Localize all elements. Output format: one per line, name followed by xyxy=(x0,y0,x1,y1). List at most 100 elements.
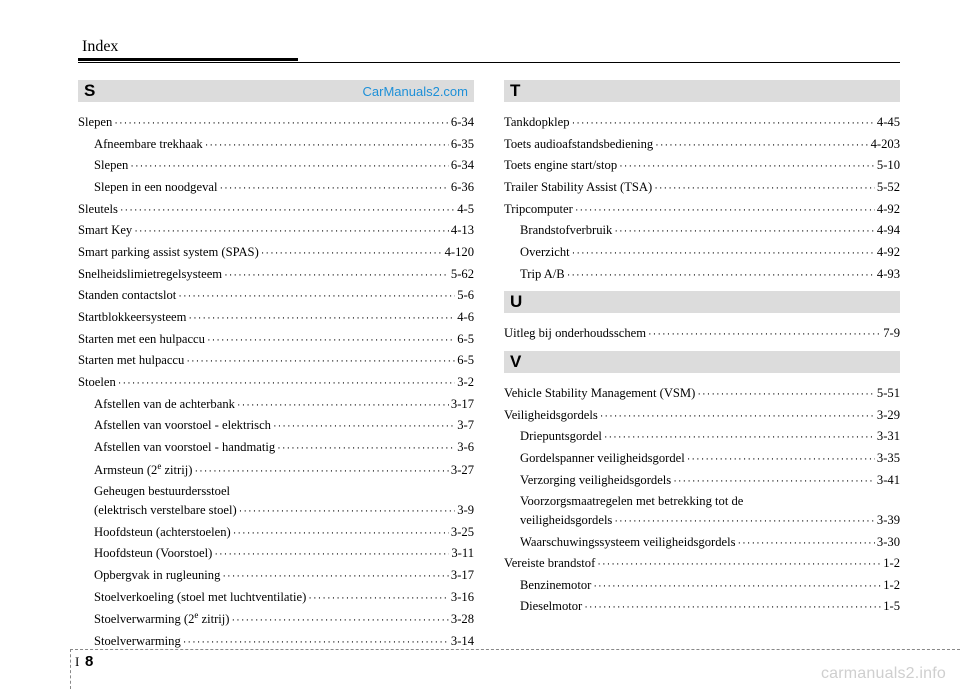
index-subentry: Benzinemotor····························… xyxy=(504,575,900,597)
entry-label: Afstellen van de achterbank xyxy=(94,394,235,416)
index-column-left: SCarManuals2.com Slepen ··················… xyxy=(78,80,474,653)
index-subentry: Trip A/B································… xyxy=(504,264,900,286)
leader-dots: ········································… xyxy=(567,266,875,285)
leader-dots: ········································… xyxy=(654,179,875,198)
leader-dots: ········································… xyxy=(134,222,449,241)
index-entry: Vehicle Stability Management (VSM)······… xyxy=(504,383,900,405)
section-header-s: SCarManuals2.com xyxy=(78,80,474,102)
index-entry: Smart parking assist system (SPAS)······… xyxy=(78,242,474,264)
leader-dots: ········································… xyxy=(188,309,455,328)
entry-page: 3-31 xyxy=(877,426,900,448)
index-entry: Startblokkeersysteem····················… xyxy=(78,307,474,329)
entry-page: 3-11 xyxy=(451,543,474,565)
entry-label: Hoofdsteun (achterstoelen) xyxy=(94,522,231,544)
entry-page: 3-41 xyxy=(877,470,900,492)
section-letter: U xyxy=(510,292,522,312)
entry-page: 3-28 xyxy=(451,609,474,631)
leader-dots: ········································… xyxy=(219,179,448,198)
entry-page: 5-52 xyxy=(877,177,900,199)
entry-page: 3-39 xyxy=(877,510,900,532)
entry-page: 4-13 xyxy=(451,220,474,242)
entry-page: 7-9 xyxy=(883,323,900,345)
leader-dots: ········································… xyxy=(118,374,455,393)
entry-page: 6-34 xyxy=(451,112,474,134)
leader-dots: ········································… xyxy=(593,577,881,596)
leader-dots: ········································… xyxy=(205,136,449,155)
index-subentry: Gordelspanner veiligheidsgordel·········… xyxy=(504,448,900,470)
leader-dots: ········································… xyxy=(207,331,455,350)
entry-label: Sleutels xyxy=(78,199,118,221)
index-entry: Smart Key·······························… xyxy=(78,220,474,242)
entry-label: Trip A/B xyxy=(520,264,565,286)
entry-label: Hoofdsteun (Voorstoel) xyxy=(94,543,212,565)
index-subentry: Verzorging veiligheidsgordels···········… xyxy=(504,470,900,492)
entry-page: 5-6 xyxy=(457,285,474,307)
leader-dots: ········································… xyxy=(737,534,874,553)
entry-label: Dieselmotor xyxy=(520,596,582,618)
entry-page: 4-6 xyxy=(457,307,474,329)
index-entry: Snelheidslimietregelsysteem·············… xyxy=(78,264,474,286)
index-subentry: Stoelverkoeling (stoel met luchtventilat… xyxy=(78,587,474,609)
entry-label: Gordelspanner veiligheidsgordel xyxy=(520,448,685,470)
index-subentry: (elektrisch verstelbare stoel)··········… xyxy=(78,500,474,522)
page-header: Index xyxy=(78,38,900,56)
entry-page: 1-2 xyxy=(883,575,900,597)
index-entry: Veiligheidsgordels······················… xyxy=(504,405,900,427)
entry-label: Brandstofverbruik xyxy=(520,220,612,242)
index-subentry: Opbergvak in rugleuning·················… xyxy=(78,565,474,587)
index-subentry: Slepen in een noodgeval·················… xyxy=(78,177,474,199)
entry-label: Slepen xyxy=(94,155,128,177)
leader-dots: ········································… xyxy=(572,244,875,263)
entry-label: Tankdopklep xyxy=(504,112,570,134)
entry-label: Snelheidslimietregelsysteem xyxy=(78,264,222,286)
index-subentry: Waarschuwingssysteem veiligheidsgordels·… xyxy=(504,532,900,554)
index-entry: Starten met een hulpaccu················… xyxy=(78,329,474,351)
entry-label: Tripcomputer xyxy=(504,199,573,221)
leader-dots: ········································… xyxy=(308,589,449,608)
entry-page: 3-9 xyxy=(457,500,474,522)
index-subentry: Driepuntsgordel·························… xyxy=(504,426,900,448)
entry-page: 3-7 xyxy=(457,415,474,437)
entry-label: Standen contactslot xyxy=(78,285,176,307)
index-subentry: Hoofdsteun (Voorstoel)··················… xyxy=(78,543,474,565)
leader-dots: ········································… xyxy=(237,396,449,415)
entry-label: Benzinemotor xyxy=(520,575,591,597)
index-entry: Sleutels································… xyxy=(78,199,474,221)
entry-page: 5-10 xyxy=(877,155,900,177)
index-subentry: Overzicht·······························… xyxy=(504,242,900,264)
index-subentry: Afstellen van voorstoel - elektrisch····… xyxy=(78,415,474,437)
entry-label: Smart parking assist system (SPAS) xyxy=(78,242,259,264)
leader-dots: ········································… xyxy=(655,136,868,155)
entry-page: 4-93 xyxy=(877,264,900,286)
index-entry: Toets audioafstandsbediening············… xyxy=(504,134,900,156)
entry-label: veiligheidsgordels xyxy=(520,510,612,532)
watermark-top: CarManuals2.com xyxy=(363,84,469,99)
entry-label: Starten met hulpaccu xyxy=(78,350,184,372)
leader-dots: ········································… xyxy=(194,462,448,481)
leader-dots: ········································… xyxy=(575,201,875,220)
index-entry: Uitleg bij onderhoudsschem··············… xyxy=(504,323,900,345)
entry-label: Toets audioafstandsbediening xyxy=(504,134,653,156)
section-letter: V xyxy=(510,352,521,372)
entry-page: 3-16 xyxy=(451,587,474,609)
entry-page: 6-35 xyxy=(451,134,474,156)
entry-page: 3-29 xyxy=(877,405,900,427)
entry-page: 5-62 xyxy=(451,264,474,286)
entry-page: 6-5 xyxy=(457,329,474,351)
leader-dots: ········································… xyxy=(673,472,875,491)
header-rule xyxy=(78,58,900,66)
leader-dots: ········································… xyxy=(273,417,455,436)
entry-label: Stoelverwarming (2e zitrij) xyxy=(94,608,230,631)
entry-label: Opbergvak in rugleuning xyxy=(94,565,220,587)
index-entry: Tripcomputer····························… xyxy=(504,199,900,221)
index-entry: Stoelen·································… xyxy=(78,372,474,394)
entry-page: 5-51 xyxy=(877,383,900,405)
entry-label: Startblokkeersysteem xyxy=(78,307,186,329)
leader-dots: ········································… xyxy=(584,598,881,617)
section-header-v: V xyxy=(504,351,900,373)
leader-dots: ········································… xyxy=(214,545,449,564)
entry-label: Afstellen van voorstoel - handmatig xyxy=(94,437,275,459)
page-section-prefix: I xyxy=(75,654,79,670)
leader-dots: ········································… xyxy=(614,222,875,241)
entry-label: Slepen in een noodgeval xyxy=(94,177,217,199)
